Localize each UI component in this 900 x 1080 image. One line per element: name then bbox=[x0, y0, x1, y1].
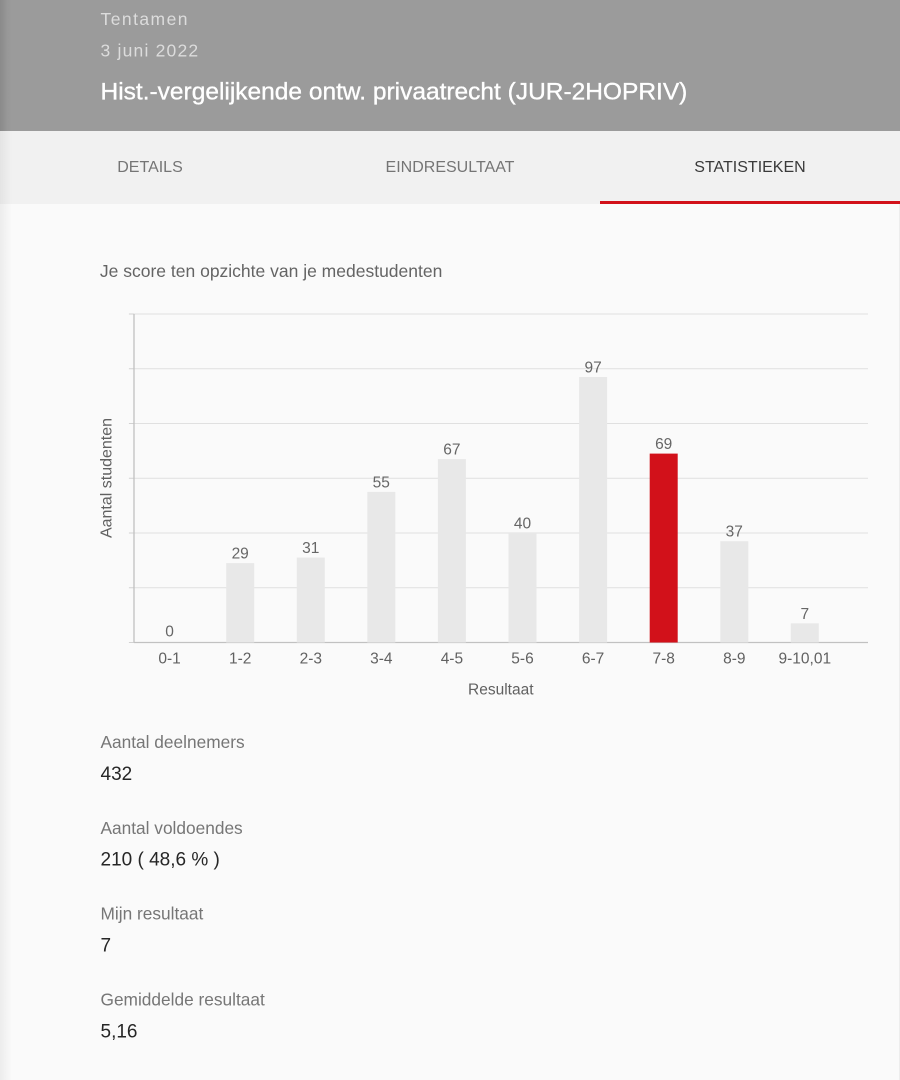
svg-text:210 ( 48,6 % ): 210 ( 48,6 % ) bbox=[101, 850, 220, 871]
svg-text:Gemiddelde resultaat: Gemiddelde resultaat bbox=[101, 990, 265, 1010]
svg-text:0: 0 bbox=[165, 624, 174, 641]
svg-text:8-9: 8-9 bbox=[723, 651, 745, 668]
svg-text:1-2: 1-2 bbox=[229, 651, 251, 668]
svg-text:31: 31 bbox=[302, 540, 319, 557]
svg-text:7: 7 bbox=[101, 936, 112, 957]
svg-text:7-8: 7-8 bbox=[652, 651, 674, 668]
svg-text:9-10,01: 9-10,01 bbox=[779, 651, 832, 668]
svg-text:29: 29 bbox=[232, 546, 249, 563]
svg-text:Hist.-vergelijkende ontw. priv: Hist.-vergelijkende ontw. privaatrecht (… bbox=[101, 78, 688, 105]
svg-text:Aantal studenten: Aantal studenten bbox=[99, 418, 116, 538]
svg-text:2-3: 2-3 bbox=[300, 651, 322, 668]
svg-text:55: 55 bbox=[373, 474, 390, 491]
svg-text:432: 432 bbox=[101, 764, 133, 785]
svg-text:Mijn resultaat: Mijn resultaat bbox=[101, 904, 204, 924]
svg-text:Resultaat: Resultaat bbox=[468, 682, 534, 699]
svg-text:6-7: 6-7 bbox=[582, 651, 604, 668]
svg-text:0-1: 0-1 bbox=[158, 651, 180, 668]
svg-text:3 juni 2022: 3 juni 2022 bbox=[101, 41, 200, 61]
svg-text:5,16: 5,16 bbox=[101, 1021, 138, 1042]
svg-text:STATISTIEKEN: STATISTIEKEN bbox=[694, 159, 805, 176]
svg-text:5-6: 5-6 bbox=[511, 651, 533, 668]
svg-text:Aantal voldoendes: Aantal voldoendes bbox=[101, 818, 244, 838]
svg-text:4-5: 4-5 bbox=[441, 651, 463, 668]
svg-text:69: 69 bbox=[655, 436, 672, 453]
svg-text:3-4: 3-4 bbox=[370, 651, 393, 668]
svg-text:Je score ten opzichte van je m: Je score ten opzichte van je medestudent… bbox=[100, 261, 442, 281]
svg-text:Aantal deelnemers: Aantal deelnemers bbox=[101, 732, 245, 752]
svg-text:7: 7 bbox=[800, 606, 809, 623]
svg-text:EINDRESULTAAT: EINDRESULTAAT bbox=[386, 159, 515, 176]
svg-text:DETAILS: DETAILS bbox=[117, 159, 183, 176]
svg-text:37: 37 bbox=[726, 524, 743, 541]
svg-text:97: 97 bbox=[584, 360, 601, 377]
svg-text:40: 40 bbox=[514, 516, 532, 533]
svg-text:Tentamen: Tentamen bbox=[101, 9, 189, 29]
svg-text:67: 67 bbox=[443, 442, 460, 459]
